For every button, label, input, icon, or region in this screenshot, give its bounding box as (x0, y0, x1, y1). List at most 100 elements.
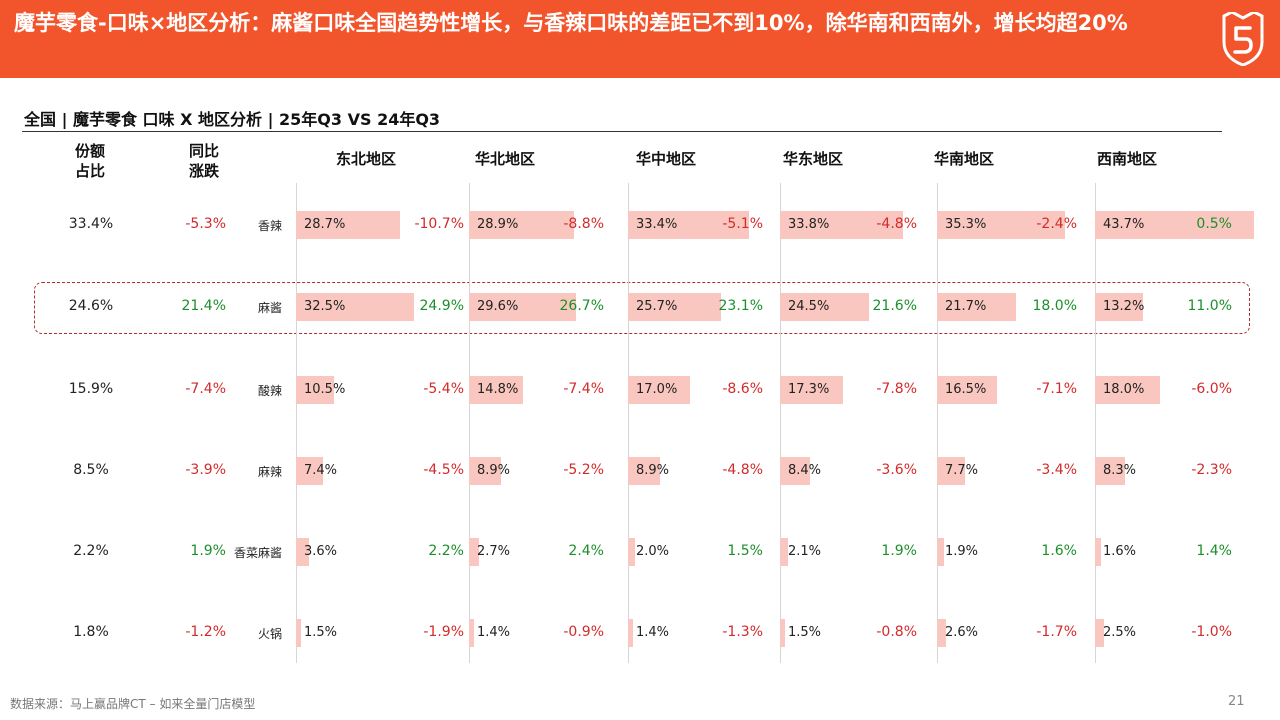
region-yoy-value: -8.8% (563, 216, 604, 232)
share-bar (628, 376, 690, 404)
share-bar (937, 538, 944, 566)
share-bar (780, 619, 786, 647)
bar-value-label: 33.4% (636, 217, 678, 232)
share-bar (937, 376, 997, 404)
region-yoy-value: -6.0% (1191, 381, 1232, 397)
share-bar (780, 211, 903, 239)
share-bar (780, 538, 788, 566)
region-header-3: 华中地区 (636, 150, 697, 168)
bar-value-label: 1.5% (788, 625, 822, 640)
share-bar (628, 211, 750, 239)
bar-value-label: 2.7% (477, 544, 511, 559)
flavor-label: 火锅 (257, 627, 282, 641)
share-bar (469, 376, 523, 404)
national-share-value: 33.4% (68, 216, 114, 232)
share-bar (296, 619, 302, 647)
bar-value-label: 17.3% (788, 382, 830, 397)
region-yoy-value: -1.9% (423, 624, 464, 640)
region-axis-line (469, 183, 470, 663)
bar-value-label: 2.6% (945, 625, 979, 640)
region-yoy-value: -7.1% (1036, 381, 1077, 397)
mazhang-highlight-box (34, 282, 1250, 334)
national-yoy-value: 1.9% (190, 543, 226, 559)
region-yoy-value: -8.6% (722, 381, 763, 397)
bar-value-label: 2.0% (636, 544, 670, 559)
flavor-label: 麻酱 (257, 301, 282, 315)
region-header-5: 华南地区 (934, 150, 995, 168)
region-axis-line (1095, 183, 1096, 663)
bar-value-label: 24.5% (788, 299, 830, 314)
region-yoy-value: -10.7% (414, 216, 464, 232)
region-yoy-value: 23.1% (718, 298, 763, 314)
bar-value-label: 32.5% (304, 299, 346, 314)
national-yoy-value: -1.2% (185, 624, 226, 640)
region-yoy-value: -1.7% (1036, 624, 1077, 640)
region-yoy-value: -0.9% (563, 624, 604, 640)
bar-value-label: 28.7% (304, 217, 346, 232)
bar-value-label: 35.3% (945, 217, 987, 232)
region-axis-line (780, 183, 781, 663)
bar-value-label: 25.7% (636, 299, 678, 314)
national-share-value: 8.5% (73, 462, 109, 478)
region-yoy-value: 0.5% (1196, 216, 1232, 232)
share-bar (937, 293, 1016, 321)
region-yoy-value: 2.2% (428, 543, 464, 559)
bar-value-label: 21.7% (945, 299, 987, 314)
region-yoy-value: 18.0% (1032, 298, 1077, 314)
share-bar (469, 211, 574, 239)
bar-value-label: 8.9% (636, 463, 670, 478)
national-share-value: 1.8% (73, 624, 109, 640)
bar-value-label: 1.5% (304, 625, 338, 640)
bar-value-label: 8.9% (477, 463, 511, 478)
data-source-note: 数据来源：马上赢品牌CT – 如来全量门店模型 (10, 697, 256, 711)
bar-value-label: 16.5% (945, 382, 987, 397)
region-yoy-value: -1.0% (1191, 624, 1232, 640)
region-header-1: 东北地区 (336, 150, 397, 168)
region-yoy-value: -3.4% (1036, 462, 1077, 478)
share-bar (628, 293, 722, 321)
bar-value-label: 29.6% (477, 299, 519, 314)
share-bar (296, 211, 401, 239)
share-bar (1095, 538, 1101, 566)
region-yoy-value: 1.5% (727, 543, 763, 559)
region-axis-line (628, 183, 629, 663)
bar-value-label: 2.5% (1103, 625, 1137, 640)
region-yoy-value: -0.8% (876, 624, 917, 640)
share-bar (937, 619, 947, 647)
yoy-column-header: 同比 涨跌 (188, 142, 219, 180)
header-banner: 魔芋零食-口味×地区分析：麻酱口味全国趋势性增长，与香辣口味的差距已不到10%，… (0, 0, 1280, 78)
flavor-label: 香辣 (257, 219, 282, 233)
share-bar (937, 211, 1066, 239)
region-yoy-value: 11.0% (1187, 298, 1232, 314)
region-yoy-value: -7.4% (563, 381, 604, 397)
region-yoy-value: -4.8% (722, 462, 763, 478)
region-yoy-value: 2.4% (568, 543, 604, 559)
region-yoy-value: 21.6% (872, 298, 917, 314)
region-axis-line (296, 183, 297, 663)
region-yoy-value: -7.8% (876, 381, 917, 397)
region-header-4: 华东地区 (783, 150, 844, 168)
share-bar (937, 457, 965, 485)
region-yoy-value: 1.6% (1041, 543, 1077, 559)
share-bar (296, 457, 323, 485)
share-bar (296, 538, 310, 566)
bar-value-label: 17.0% (636, 382, 678, 397)
region-yoy-value: -3.6% (876, 462, 917, 478)
bar-value-label: 7.4% (304, 463, 338, 478)
region-yoy-value: 26.7% (559, 298, 604, 314)
bar-value-label: 7.7% (945, 463, 979, 478)
region-yoy-value: -4.5% (423, 462, 464, 478)
bar-value-label: 14.8% (477, 382, 519, 397)
flavor-label: 香菜麻酱 (233, 546, 282, 560)
share-bar (1095, 376, 1161, 404)
bar-value-label: 13.2% (1103, 299, 1145, 314)
national-yoy-value: -5.3% (185, 216, 226, 232)
share-bar (296, 293, 414, 321)
brand-shield-icon (1222, 12, 1264, 66)
share-bar (780, 293, 869, 321)
region-yoy-value: -5.1% (722, 216, 763, 232)
page-number: 21 (1228, 694, 1245, 709)
share-column-header: 份额 占比 (74, 142, 105, 180)
share-bar (469, 538, 479, 566)
region-yoy-value: -2.3% (1191, 462, 1232, 478)
